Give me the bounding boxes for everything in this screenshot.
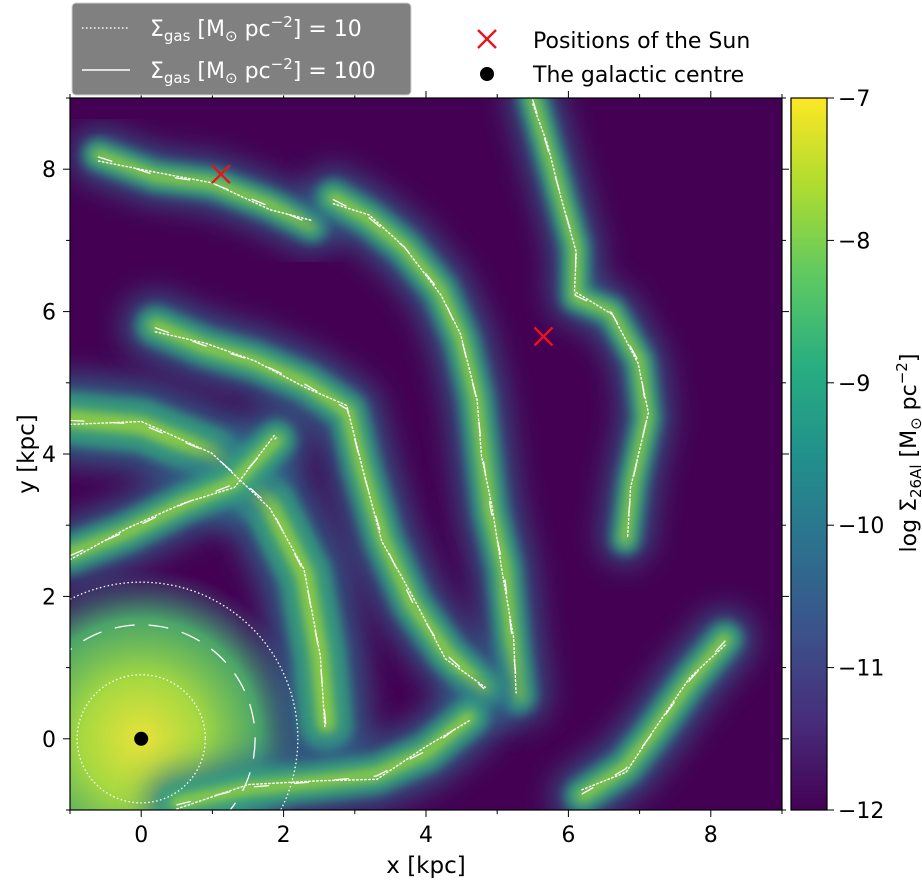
colorbar-label-unit: [M (897, 430, 922, 465)
contour-10-4 (70, 420, 326, 728)
contour-100-6 (176, 717, 470, 806)
contour-10-2 (532, 103, 650, 539)
colorbar-tick-label: −11 (838, 657, 884, 682)
arm-core-6 (169, 710, 476, 810)
x-tick-label: 6 (561, 823, 575, 848)
y-tick-label: 2 (42, 585, 56, 610)
centre-ring-contour-1 (70, 624, 256, 810)
marker-layer (134, 164, 554, 746)
centre-ring-contour-2 (70, 581, 299, 810)
contour-100-1 (332, 199, 519, 696)
colorbar (790, 97, 828, 811)
legend-entry-100-exp: −2 (271, 55, 293, 73)
legend-sun-label: Positions of the Sun (533, 29, 750, 54)
colorbar-tick-label: −9 (838, 372, 870, 397)
sun-legend-marker (477, 29, 497, 49)
colorbar-label-sub: 26Al (907, 464, 922, 498)
legend-entry-10-exp: −2 (271, 13, 293, 31)
contour-100-5 (154, 327, 485, 690)
colorbar-label: log Σ26Al [M⊙ pc−2] (893, 354, 922, 553)
contour-100-0 (97, 156, 313, 225)
colorbar-tick-label: −10 (838, 514, 884, 539)
legend-entry-100: Σgas [M⊙ pc−2] = 100 (150, 55, 376, 87)
x-tick-label: 0 (134, 823, 148, 848)
x-tick-label: 8 (704, 823, 718, 848)
legend-entry-10-sub: gas (164, 27, 191, 45)
centre-legend-marker (480, 67, 494, 81)
colorbar-tick-label: −8 (838, 229, 870, 254)
legend-entry-10-close: ] = 10 (293, 17, 362, 42)
y-tick-label: 4 (42, 443, 56, 468)
marker-legend: Positions of the Sun The galactic centre (477, 29, 750, 88)
colorbar-label-close: ] (897, 354, 922, 363)
legend-entry-100-close: ] = 100 (293, 59, 376, 84)
x-axis-label: x [kpc] (386, 853, 465, 879)
colorbar-label-exp: −2 (893, 362, 911, 384)
y-tick-label: 0 (42, 728, 56, 753)
legend-entry-10: Σgas [M⊙ pc−2] = 10 (150, 13, 362, 45)
legend-entry-10-odot: ⊙ (225, 27, 238, 45)
y-tick-label: 6 (42, 301, 56, 326)
contour-10-1 (332, 203, 517, 694)
contour-10-3 (580, 644, 726, 791)
y-axis-label: y [kpc] (14, 414, 40, 493)
sun-position-marker (211, 164, 231, 185)
y-tick-label: 8 (42, 158, 56, 183)
x-tick-label: 4 (419, 823, 433, 848)
x-tick-label: 2 (277, 823, 291, 848)
colorbar-tick-label: −7 (838, 87, 870, 112)
colorbar-label-pc: pc (897, 384, 922, 417)
galactic-centre-marker (134, 731, 149, 746)
contour-legend: Σgas [M⊙ pc−2] = 10 Σgas [M⊙ pc−2] = 100 (71, 2, 412, 96)
legend-entry-100-sub: gas (164, 69, 191, 87)
colorbar-label-odot: ⊙ (907, 417, 922, 430)
centre-ring-contour-0 (76, 674, 206, 804)
legend-entry-100-sym: Σ (150, 59, 164, 84)
colorbar-tick-label: −12 (838, 799, 884, 824)
contour-legend-box (71, 2, 412, 96)
legend-entry-100-odot: ⊙ (225, 69, 238, 87)
legend-entry-100-pc: pc (238, 59, 271, 84)
axes-layer: 0 2 4 6 8 0 2 4 6 8 (42, 91, 789, 848)
colorbar-label-symbol: log Σ (897, 498, 922, 552)
legend-entry-10-unit: [M (190, 17, 225, 42)
legend-entry-10-pc: pc (238, 17, 271, 42)
sun-position-marker (533, 326, 554, 347)
colorbar-ticks: −12 −11 −10 −9 −8 −7 (827, 87, 884, 824)
legend-entry-10-sym: Σ (150, 17, 164, 42)
contour-100-7 (70, 437, 277, 557)
legend-centre-label: The galactic centre (532, 63, 744, 88)
legend-entry-100-unit: [M (190, 59, 225, 84)
